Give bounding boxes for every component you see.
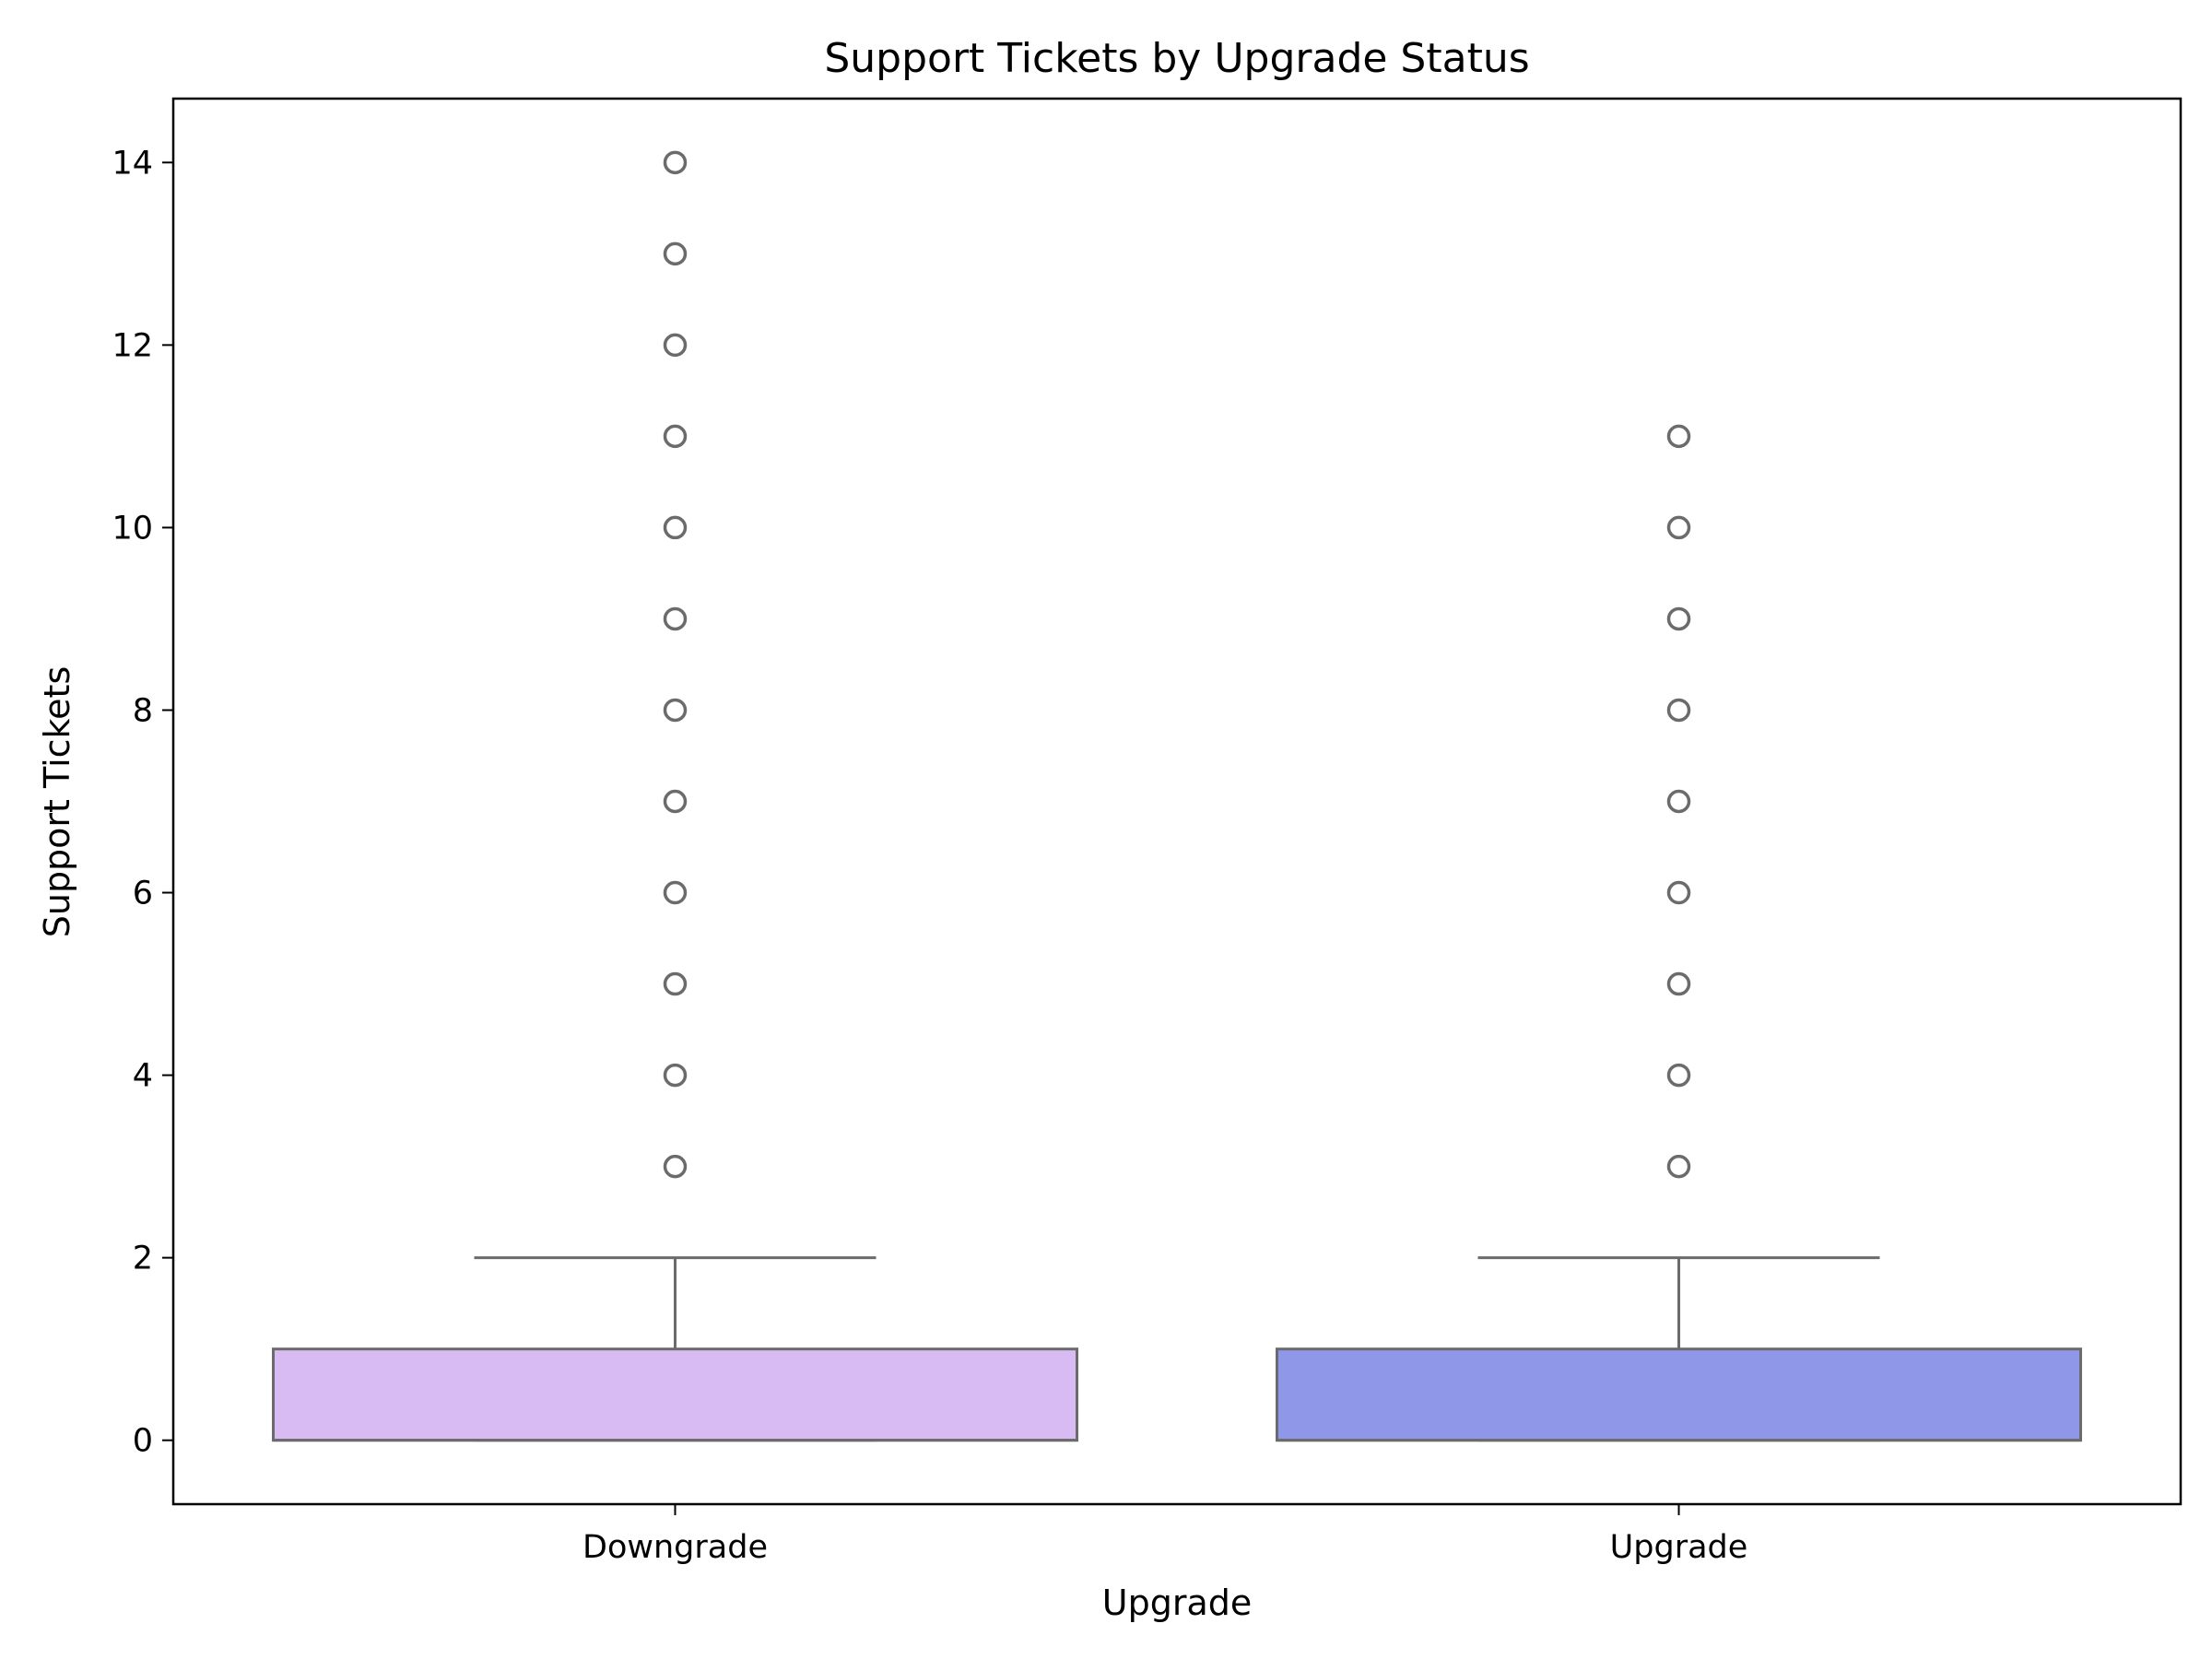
- outlier-point: [1666, 698, 1691, 723]
- x-tick-label: Upgrade: [1610, 1529, 1748, 1566]
- y-axis-label: Support Tickets: [37, 666, 77, 938]
- y-tick-label: 14: [112, 145, 153, 182]
- outlier-point: [663, 1154, 688, 1179]
- outlier-point: [663, 1063, 688, 1088]
- outlier-point: [1666, 880, 1691, 905]
- outlier-point: [663, 789, 688, 814]
- y-tick-label: 2: [133, 1241, 153, 1277]
- outlier-point: [1666, 971, 1691, 996]
- axes-frame: [171, 97, 2183, 1506]
- outlier-point: [663, 424, 688, 449]
- y-tick-label: 12: [112, 327, 153, 364]
- y-tick-label: 4: [133, 1058, 153, 1095]
- outlier-point: [1666, 1154, 1691, 1179]
- outlier-point: [1666, 424, 1691, 449]
- outlier-point: [663, 515, 688, 540]
- outlier-point: [663, 880, 688, 905]
- outlier-point: [663, 241, 688, 266]
- outlier-point: [663, 971, 688, 996]
- outlier-point: [663, 333, 688, 358]
- outlier-point: [1666, 1063, 1691, 1088]
- plot-area: 0 2 4 6 8 10 12 14 Downgrade Upgrade: [112, 97, 2183, 1566]
- x-axis-label: Upgrade: [1102, 1583, 1252, 1623]
- outlier-point: [663, 150, 688, 175]
- box-downgrade: [272, 1347, 1078, 1442]
- x-tick-label: Downgrade: [582, 1529, 768, 1566]
- y-tick-label: 8: [133, 692, 153, 729]
- box-upgrade: [1276, 1347, 2082, 1442]
- y-tick-label: 0: [133, 1423, 153, 1460]
- chart-title: Support Tickets by Upgrade Status: [824, 35, 1529, 82]
- outlier-point: [663, 606, 688, 631]
- y-tick-label: 6: [133, 876, 153, 912]
- outlier-point: [1666, 515, 1691, 540]
- outlier-point: [663, 698, 688, 723]
- outlier-point: [1666, 606, 1691, 631]
- y-tick-label: 10: [112, 510, 153, 547]
- outlier-point: [1666, 789, 1691, 814]
